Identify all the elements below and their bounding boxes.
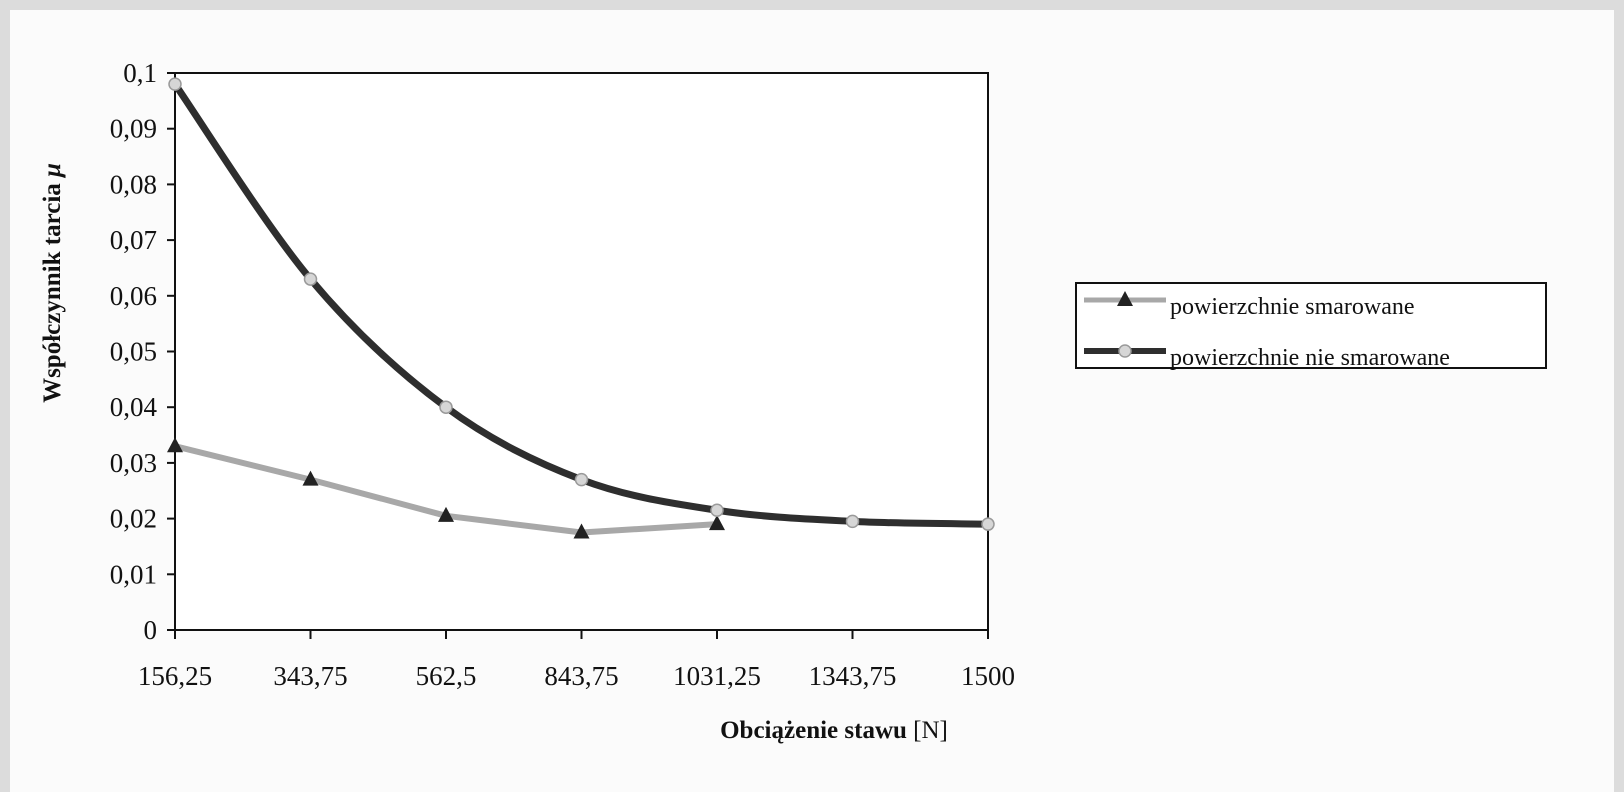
series-2-point	[845, 514, 860, 529]
x-tick-label: 343,75	[273, 661, 347, 691]
series-2-point	[574, 472, 589, 487]
y-tick-label: 0,04	[110, 392, 158, 422]
legend-marker-1	[1117, 291, 1133, 306]
y-tick-label: 0,02	[110, 504, 157, 534]
x-tick-label: 843,75	[544, 661, 618, 691]
y-tick-label: 0,09	[110, 114, 157, 144]
series-1-point	[709, 515, 725, 531]
legend-marker-2	[1118, 344, 1132, 358]
y-tick-label: 0,03	[110, 448, 157, 478]
y-tick-label: 0,07	[110, 225, 157, 255]
y-tick-label: 0,05	[110, 337, 157, 367]
legend-label-1: powierzchnie smarowane	[1170, 294, 1415, 320]
series-1-point	[167, 437, 183, 453]
series-2-point	[981, 517, 995, 531]
series-2-point	[710, 503, 724, 517]
x-tick-label: 156,25	[138, 661, 212, 691]
series-2-point	[439, 400, 453, 414]
y-tick-label: 0,06	[110, 281, 157, 311]
x-axis-title-unit: [N]	[907, 717, 948, 744]
x-axis-title: Obciążenie stawu [N]	[720, 717, 948, 744]
x-tick-label: 1031,25	[673, 661, 761, 691]
series-2-point	[303, 272, 318, 286]
y-tick-label: 0	[144, 615, 158, 645]
x-tick-label: 562,5	[416, 661, 477, 691]
plot-area	[174, 72, 989, 631]
series-1-point	[438, 506, 454, 522]
series-markers	[167, 77, 995, 539]
legend: powierzchnie smarowane powierzchnie nie s…	[1075, 282, 1547, 371]
y-axis-title-text: Współczynnik tarcia	[39, 177, 66, 403]
y-axis-title: Współczynnik tarcia μ	[39, 163, 66, 403]
x-ticks: 156,25 343,75 562,5 843,75 1031,25 1343,75 150…	[138, 630, 1015, 691]
legend-items: powierzchnie smarowane powierzchnie nie s…	[1084, 291, 1450, 371]
y-tick-label: 0,1	[123, 58, 157, 88]
y-axis-title-symbol: μ	[39, 163, 66, 179]
y-tick-label: 0,01	[110, 559, 157, 589]
y-tick-label: 0,08	[110, 169, 157, 199]
x-axis-title-text: Obciążenie stawu	[720, 717, 907, 744]
y-ticks: 0 0,01 0,02 0,03 0,04 0,05 0,06 0,07 0,08 0,09 0,1	[110, 58, 175, 645]
x-tick-label: 1500	[961, 661, 1015, 691]
series-1-point	[302, 470, 319, 486]
series-2-point	[168, 77, 182, 91]
series-1-point	[573, 523, 590, 539]
legend-label-2: powierzchnie nie smarowane	[1170, 345, 1450, 371]
x-tick-label: 1343,75	[809, 661, 897, 691]
